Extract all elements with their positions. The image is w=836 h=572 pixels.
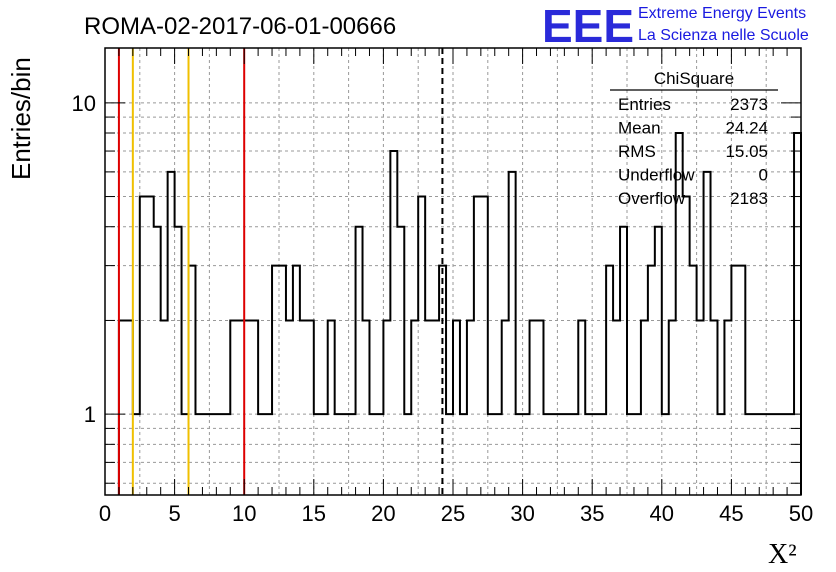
- stats-value: 15.05: [725, 142, 768, 161]
- stats-title: ChiSquare: [654, 69, 734, 88]
- x-tick-label: 40: [650, 501, 674, 526]
- x-tick-label: 35: [580, 501, 604, 526]
- stats-label: RMS: [618, 142, 656, 161]
- logo-line-1: Extreme Energy Events: [638, 5, 806, 22]
- stats-box: ChiSquare Entries 2373 Mean 24.24 RMS 15.05 Un…: [610, 69, 778, 208]
- stats-label: Overflow: [618, 189, 686, 208]
- stats-value: 2373: [730, 95, 768, 114]
- histogram: [117, 131, 802, 495]
- stats-value: 0: [759, 166, 768, 185]
- stats-rows: Entries 2373 Mean 24.24 RMS 15.05 Underflow 0 Ov…: [618, 95, 768, 208]
- y-axis-label: Entries/bin: [6, 57, 36, 180]
- stats-label: Mean: [618, 119, 661, 138]
- stats-value: 24.24: [725, 119, 768, 138]
- x-tick-label: 5: [168, 501, 180, 526]
- stats-value: 2183: [730, 189, 768, 208]
- x-tick-label: 15: [302, 501, 326, 526]
- axes: [104, 47, 802, 496]
- x-tick-label: 0: [99, 501, 111, 526]
- y-tick-label: 10: [72, 91, 96, 116]
- x-axis-label: X²: [768, 539, 797, 570]
- stats-label: Underflow: [618, 166, 695, 185]
- y-tick-labels: 1 10: [72, 91, 96, 427]
- x-tick-labels: 0 5 10 15 20 25 30 35 40 45 50: [99, 501, 813, 526]
- x-tick-label: 45: [719, 501, 743, 526]
- x-tick-label: 20: [371, 501, 395, 526]
- x-tick-label: 50: [789, 501, 813, 526]
- x-tick-label: 30: [510, 501, 534, 526]
- eee-logo-text: EEE: [542, 0, 634, 52]
- chart-title: ROMA-02-2017-06-01-00666: [84, 13, 396, 40]
- stats-label: Entries: [618, 95, 671, 114]
- histogram-outline: [117, 131, 802, 495]
- x-tick-label: 10: [232, 501, 256, 526]
- x-tick-label: 25: [441, 501, 465, 526]
- vertical-lines: [117, 48, 444, 495]
- y-tick-label: 1: [84, 402, 96, 427]
- logo-line-2: La Scienza nelle Scuole: [638, 27, 809, 44]
- eee-logo: EEE Extreme Energy Events La Scienza nel…: [542, 0, 809, 52]
